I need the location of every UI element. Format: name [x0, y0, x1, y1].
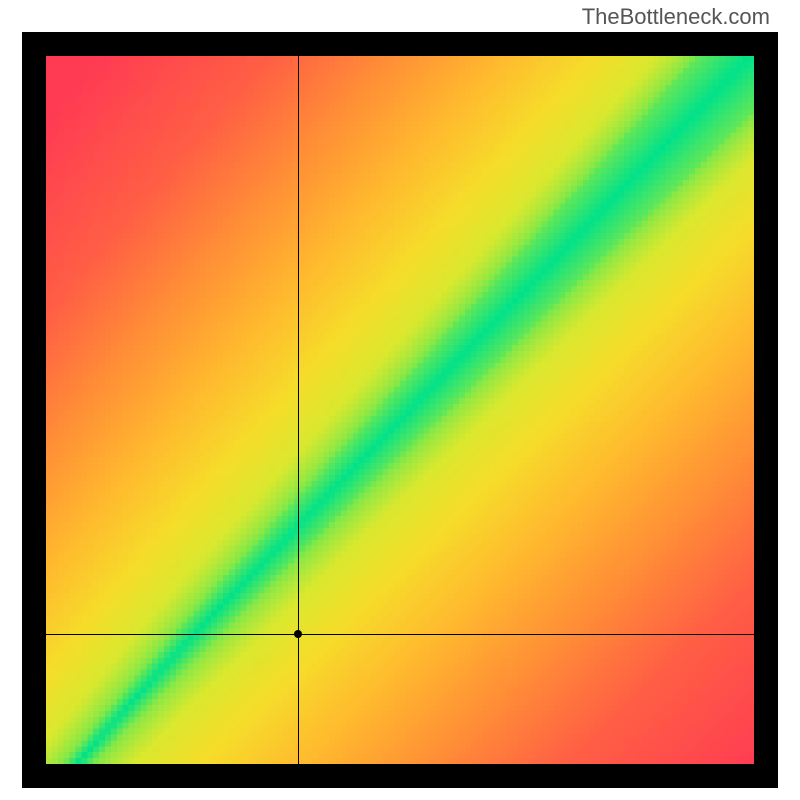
plot-area	[46, 56, 754, 764]
crosshair-horizontal	[46, 634, 754, 635]
watermark-text: TheBottleneck.com	[582, 4, 770, 30]
chart-frame	[22, 32, 778, 788]
marker-dot	[294, 630, 302, 638]
heatmap-canvas	[46, 56, 754, 764]
crosshair-vertical	[298, 56, 299, 764]
